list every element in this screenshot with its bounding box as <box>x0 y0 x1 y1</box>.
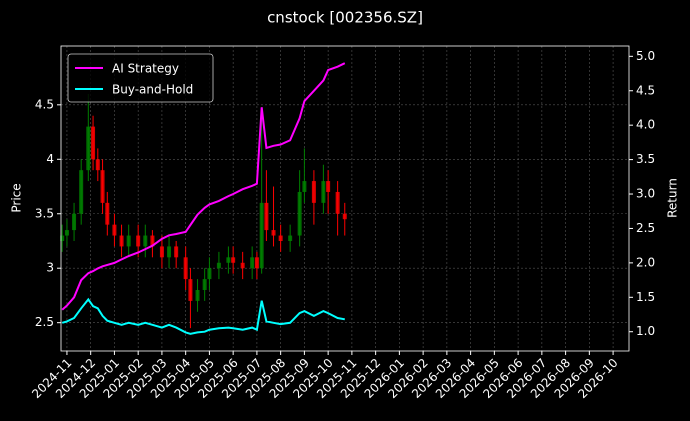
candle-body <box>143 235 148 247</box>
return-line <box>61 297 345 335</box>
candle-body <box>288 235 293 241</box>
candle-body <box>326 181 331 192</box>
y2-axis-label: Return <box>666 178 680 218</box>
y2-tick-label: 3.0 <box>636 187 655 201</box>
legend-label: Buy-and-Hold <box>112 83 193 97</box>
candle-body <box>126 235 131 247</box>
candle-body <box>297 191 302 236</box>
legend-box <box>67 53 214 103</box>
candle-body <box>342 213 347 220</box>
candle-body <box>207 268 212 280</box>
candle-body <box>271 230 276 236</box>
y-tick-label: 3 <box>46 261 54 275</box>
candle-body <box>335 191 340 214</box>
candle-body <box>264 202 269 231</box>
candle-body <box>195 290 200 301</box>
y-axis-label: Price <box>10 183 24 212</box>
y2-tick-label: 2.5 <box>636 221 655 235</box>
candle-body <box>136 235 141 247</box>
candle-body <box>64 230 69 236</box>
y2-tick-label: 4.5 <box>636 83 655 97</box>
y2-tick-label: 5.0 <box>636 49 655 63</box>
y2-tick-label: 1.0 <box>636 324 655 338</box>
candle-body <box>183 257 188 280</box>
candle-body <box>202 279 207 290</box>
candle-body <box>112 224 117 236</box>
y-tick-label: 4 <box>46 152 54 166</box>
candle-body <box>226 257 231 263</box>
candle-body <box>159 246 164 258</box>
candle-body <box>72 213 77 231</box>
candle-body <box>86 126 91 171</box>
candle-body <box>216 262 221 269</box>
candle-body <box>150 235 155 247</box>
y-tick-label: 3.5 <box>35 206 54 220</box>
candle-body <box>302 181 307 192</box>
candle-body <box>60 235 65 241</box>
candle-body <box>95 159 100 171</box>
candle-body <box>278 235 283 241</box>
candle-body <box>167 246 172 258</box>
y2-tick-label: 1.5 <box>636 290 655 304</box>
candle-body <box>119 235 124 247</box>
candle-body <box>100 170 105 203</box>
candle-body <box>188 279 193 301</box>
return-line <box>61 62 346 311</box>
chart-title: cnstock [002356.SZ] <box>267 9 423 27</box>
candle-body <box>321 181 326 203</box>
y-tick-label: 2.5 <box>35 315 54 329</box>
y2-tick-label: 4.0 <box>636 118 655 132</box>
candle-body <box>79 170 84 214</box>
candle-body <box>311 181 316 203</box>
legend-label: AI Strategy <box>112 62 179 76</box>
candle-body <box>254 257 259 269</box>
candle-body <box>105 202 110 225</box>
candle-body <box>174 246 179 258</box>
plot-frame <box>60 45 630 352</box>
candle-body <box>240 262 245 269</box>
candle-body <box>91 126 96 160</box>
y2-tick-label: 3.5 <box>636 152 655 166</box>
candle-body <box>231 257 236 263</box>
y2-tick-label: 2.0 <box>636 255 655 269</box>
candle-body <box>259 202 264 269</box>
candle-body <box>250 257 255 269</box>
y-tick-label: 4.5 <box>35 97 54 111</box>
